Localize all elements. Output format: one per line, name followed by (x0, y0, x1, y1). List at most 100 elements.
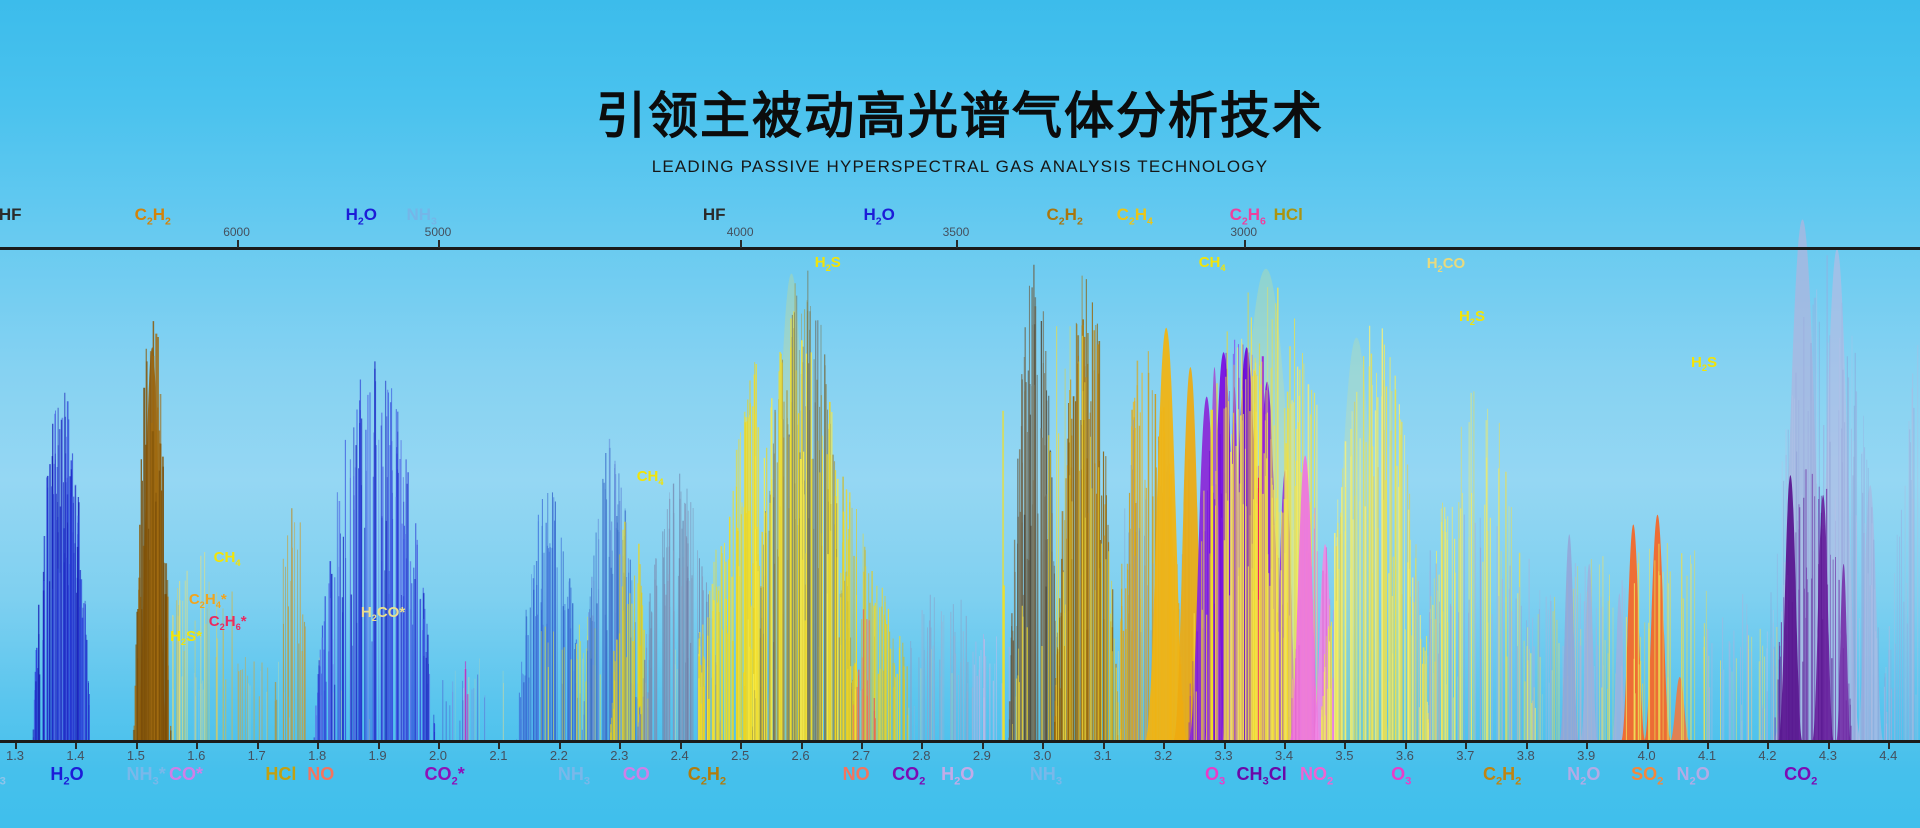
top-axis-line (0, 247, 1920, 250)
bottom-axis-tick (1646, 743, 1649, 749)
top-axis-tick (236, 240, 239, 248)
bottom-axis-tick (1404, 743, 1407, 749)
top-axis-tick (740, 240, 743, 248)
gas-label-n2o: N2O (1567, 764, 1601, 788)
gas-label-h2co*: H2CO* (360, 604, 406, 623)
absorption-spike-band (1008, 264, 1061, 741)
gas-label-h2o: H2O (941, 764, 975, 788)
gas-label-h2s*: H2S* (170, 628, 202, 647)
gas-label-co2: CO2 (1784, 764, 1818, 788)
bottom-axis-tick-label: 4.2 (1758, 748, 1777, 763)
bottom-axis-tick-label: 3.1 (1093, 748, 1112, 763)
bottom-axis-tick-label: 4.4 (1879, 748, 1898, 763)
absorption-envelope (1644, 514, 1671, 741)
bottom-axis-tick (196, 743, 199, 749)
bottom-axis-tick-label: 3.8 (1516, 748, 1535, 763)
absorption-spike-band (237, 657, 269, 741)
gas-label-h2o: H2O (50, 764, 84, 788)
page-title: 引领主被动高光谱气体分析技术 (596, 88, 1324, 144)
bottom-axis-tick-label: 3.3 (1214, 748, 1233, 763)
gas-label-h2s: H2S (1691, 354, 1718, 373)
gas-label-nh3: NH3 (557, 764, 591, 788)
absorption-spike-band (1193, 292, 1294, 741)
gas-label-c2h2: C2H2 (687, 764, 727, 788)
absorption-spike-band (637, 473, 723, 741)
bottom-axis-tick-label: 1.3 (5, 748, 25, 763)
bottom-axis-tick (558, 743, 561, 749)
gas-label-c2h4: C2H4 (1116, 205, 1153, 228)
gas-label-co: CO (622, 764, 650, 784)
bottom-axis-tick (1163, 743, 1166, 749)
absorption-spike-band (1414, 514, 1552, 741)
bottom-axis-tick-label: 2.9 (972, 748, 991, 763)
bottom-axis-tick (498, 743, 501, 749)
bottom-axis-tick-label: 3.7 (1456, 748, 1475, 763)
gas-label-no: NO (307, 764, 335, 784)
gas-label-h2o: H2O (345, 205, 377, 228)
absorption-spike-band (464, 661, 469, 741)
bottom-axis-tick (619, 743, 622, 749)
bottom-axis-tick (1525, 743, 1528, 749)
absorption-envelope (1289, 455, 1321, 741)
absorption-spike-band (1321, 325, 1430, 741)
absorption-spike-band (1888, 345, 1919, 741)
bottom-axis-tick (740, 743, 743, 749)
gas-label-c2h4*: C2H4* (188, 591, 227, 610)
bottom-axis-tick-label: 3.5 (1335, 748, 1354, 763)
gas-label-no2: NO2 (1300, 764, 1334, 788)
gas-label-ch3cl: CH3Cl (1236, 764, 1287, 788)
bottom-axis-tick (1284, 743, 1287, 749)
bottom-axis-tick (679, 743, 682, 749)
gas-label-o3: O3 (0, 775, 6, 788)
bottom-axis-tick (1586, 743, 1589, 749)
absorption-spike-band (910, 594, 973, 741)
bottom-axis-tick-label: 1.6 (187, 748, 206, 763)
bottom-axis-tick-label: 4.0 (1637, 748, 1656, 763)
bottom-axis-tick (1827, 743, 1830, 749)
bottom-axis-tick-label: 4.1 (1697, 748, 1717, 763)
absorption-spike-band (842, 476, 909, 741)
gas-label-c2h2: C2H2 (134, 205, 171, 228)
bottom-axis-tick (921, 743, 924, 749)
gas-label-c2h6: C2H6 (1229, 205, 1266, 228)
bottom-axis-tick (135, 743, 138, 749)
bottom-axis-tick-label: 3.6 (1395, 748, 1414, 763)
bottom-axis-tick-label: 1.8 (308, 748, 327, 763)
bottom-axis-tick (1344, 743, 1347, 749)
bottom-axis-tick-label: 3.9 (1577, 748, 1596, 763)
gas-label-ch4: CH4 (213, 549, 241, 568)
top-axis-tick (438, 240, 440, 248)
bottom-axis-tick-label: 2.6 (791, 748, 810, 763)
page-subtitle: LEADING PASSIVE HYPERSPECTRAL GAS ANALYS… (651, 157, 1269, 176)
bottom-axis-tick (438, 743, 440, 749)
bottom-axis-tick (1707, 743, 1710, 749)
bottom-axis-tick (981, 743, 984, 749)
absorption-spike-band (274, 508, 306, 741)
absorption-spike-band (515, 492, 583, 741)
bottom-axis-tick (256, 743, 259, 749)
gas-label-h2s: H2S (1458, 308, 1485, 327)
gas-label-c2h2: C2H2 (1482, 764, 1522, 788)
bottom-axis-tick-label: 2.7 (851, 748, 871, 763)
top-axis-tick (1243, 240, 1246, 248)
gas-label-o3: O3 (1391, 764, 1412, 788)
bottom-axis-tick-label: 2.5 (731, 748, 750, 763)
gas-label-h2o: H2O (863, 205, 895, 228)
bottom-axis-tick (1888, 743, 1891, 749)
absorption-spike-band (1625, 543, 1707, 741)
gas-label-ch4: CH4 (636, 468, 664, 487)
bottom-axis-tick-label: 1.9 (368, 748, 387, 763)
bottom-axis-tick (15, 743, 17, 749)
bottom-axis-tick-label: 2.0 (428, 748, 448, 763)
bottom-axis-tick (800, 743, 803, 749)
gas-label-o3: O3 (1205, 764, 1226, 788)
top-axis-tick-label: 4000 (726, 225, 754, 239)
absorption-spike-band (1002, 410, 1005, 741)
bottom-axis-tick (1767, 743, 1770, 749)
absorption-envelope (1612, 593, 1627, 741)
absorption-spike-band (972, 634, 1012, 741)
gas-label-h2s: H2S (814, 254, 841, 273)
bottom-axis-tick (1465, 743, 1468, 749)
